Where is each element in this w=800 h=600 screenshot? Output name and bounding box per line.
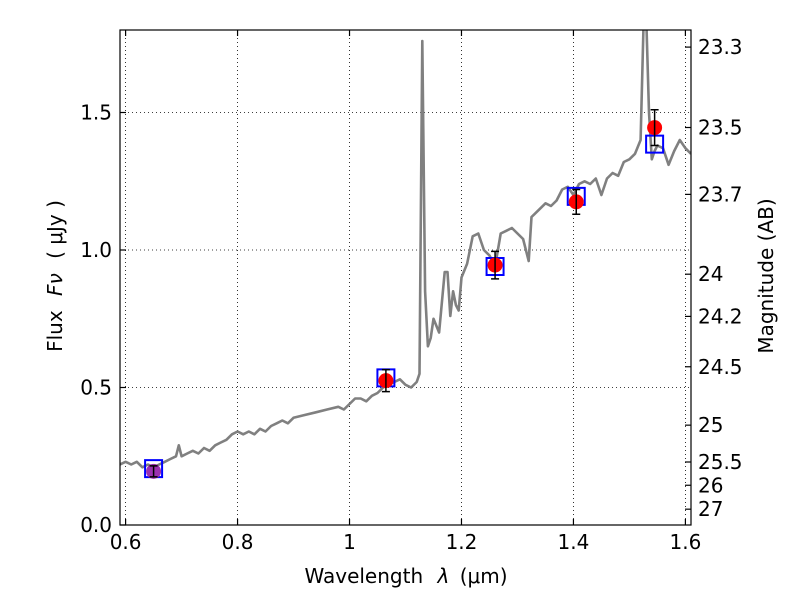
plot-frame <box>119 29 692 526</box>
mag-tick-label: 23.3 <box>698 35 743 59</box>
right-axis-title: Magnitude (AB) <box>754 198 778 353</box>
grid <box>120 30 691 525</box>
x-tick-label: 1.2 <box>446 530 478 554</box>
mag-tick-label: 26 <box>698 473 723 497</box>
spectrum-line <box>120 30 691 469</box>
x-axis-unit: (μm) <box>460 564 508 588</box>
x-tick-label: 1.4 <box>558 530 590 554</box>
mag-tick-label: 23.7 <box>698 182 743 206</box>
mag-tick-label: 25 <box>698 413 723 437</box>
y-axis-unit: ( μJy ) <box>43 200 67 259</box>
mag-tick-label: 24 <box>698 262 723 286</box>
mag-tick-label: 27 <box>698 497 723 521</box>
mag-tick-label: 24.2 <box>698 304 743 328</box>
x-tick-label: 1 <box>343 530 356 554</box>
y-tick-label: 1.5 <box>80 101 112 125</box>
x-axis-title: Wavelength λ (μm) <box>304 564 507 588</box>
y-tick-label: 1.0 <box>80 238 112 262</box>
mag-tick-label: 25.5 <box>698 450 743 474</box>
y-axis-symbol: Fν <box>43 273 67 296</box>
y-tick-label: 0.0 <box>80 513 112 537</box>
x-tick-label: 1.6 <box>669 530 701 554</box>
x-axis-title-text: Wavelength <box>304 564 423 588</box>
x-axis-symbol: λ <box>437 564 450 588</box>
y-tick-label: 0.5 <box>80 376 112 400</box>
mag-tick-label: 24.5 <box>698 355 743 379</box>
mag-tick-label: 23.5 <box>698 116 743 140</box>
y-axis-title-text: Flux <box>43 310 67 352</box>
y-axis-title: Flux Fν ( μJy ) <box>43 200 67 352</box>
x-tick-label: 0.8 <box>222 530 254 554</box>
x-tick-label: 0.6 <box>110 530 142 554</box>
axis-ticks: 0.6 0.8 1 1.2 1.4 1.6 0.0 0.5 1.0 1.5 23.3 23.5 23.7… <box>80 30 743 554</box>
plot-area <box>120 30 691 479</box>
